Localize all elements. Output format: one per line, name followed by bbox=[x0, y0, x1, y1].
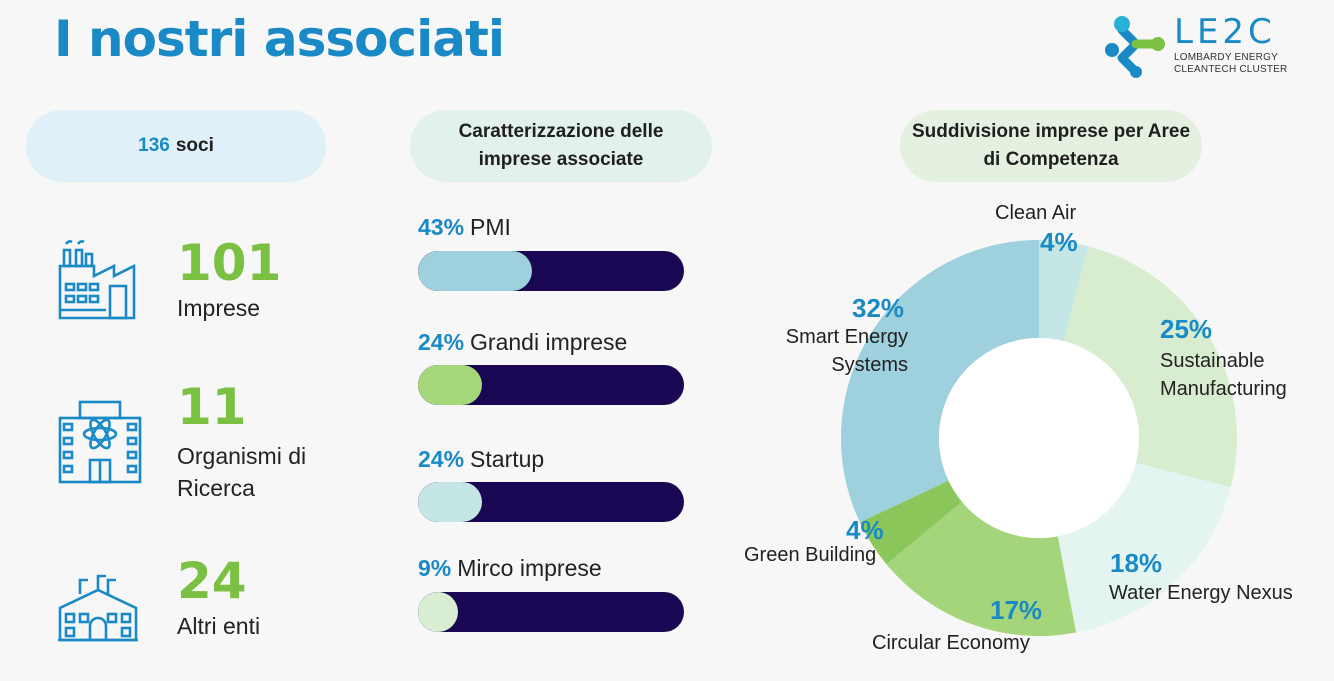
bar-track-micro bbox=[418, 592, 684, 632]
bar-track-startup bbox=[418, 482, 684, 522]
bar-category: Mirco imprese bbox=[457, 555, 602, 581]
bar-fill-grandi bbox=[418, 365, 482, 405]
institution-icon bbox=[58, 574, 138, 642]
soci-count: 136 bbox=[138, 135, 170, 156]
slice-name-sustainable: Sustainable Manufacturing bbox=[1160, 350, 1287, 400]
slice-name-circular: Circular Economy bbox=[872, 632, 1030, 654]
bar-pct: 24% bbox=[418, 446, 465, 472]
factory-icon bbox=[58, 240, 136, 320]
bar-track-grandi bbox=[418, 365, 684, 405]
bar-pct: 9% bbox=[418, 555, 452, 581]
soci-pill: 136 soci bbox=[26, 110, 326, 182]
logo-wordmark: LE2C bbox=[1174, 12, 1276, 52]
bar-label-grandi: 24% Grandi imprese bbox=[418, 329, 627, 356]
bar-category: Grandi imprese bbox=[470, 329, 628, 355]
slice-pct-clean-air: 4% bbox=[1040, 227, 1078, 257]
slice-pct-green-building: 4% bbox=[846, 515, 884, 545]
stat-ricerca-label: Organismi di Ricerca bbox=[177, 443, 307, 501]
stat-imprese-label: Imprese bbox=[177, 295, 261, 321]
slice-name-smart-energy: Smart Energy Systems bbox=[785, 326, 908, 376]
bar-label-startup: 24% Startup bbox=[418, 446, 544, 473]
donut-slice-smart-energy-systems bbox=[840, 240, 1039, 523]
suddivisione-pill: Suddivisione imprese per Aree di Compete… bbox=[900, 110, 1202, 182]
bar-label-pmi: 43% PMI bbox=[418, 214, 511, 241]
soci-label: soci bbox=[175, 135, 214, 156]
bar-pct: 24% bbox=[418, 329, 465, 355]
slice-name-green-building: Green Building bbox=[744, 544, 877, 566]
stat-altri-label: Altri enti bbox=[177, 613, 261, 639]
page-title: I nostri associati bbox=[54, 10, 505, 68]
bar-pct: 43% bbox=[418, 214, 465, 240]
bar-category: PMI bbox=[470, 214, 511, 240]
caratterizzazione-pill: Caratterizzazione delle imprese associat… bbox=[410, 110, 712, 182]
bar-track-pmi bbox=[418, 251, 684, 291]
donut-slice-circular-economy bbox=[886, 501, 1077, 636]
bar-fill-startup bbox=[418, 482, 482, 522]
research-building-icon bbox=[58, 400, 142, 484]
suddivisione-title: Suddivisione imprese per Aree di Compete… bbox=[911, 121, 1191, 170]
molecule-logo-icon bbox=[1105, 16, 1165, 78]
caratterizzazione-title: Caratterizzazione delle imprese associat… bbox=[458, 121, 664, 170]
bar-fill-micro bbox=[418, 592, 458, 632]
le2c-logo: LE2C LOMBARDY ENERGY CLEANTECH CLUSTER bbox=[1104, 12, 1304, 82]
slice-pct-circular: 17% bbox=[990, 595, 1043, 625]
stat-ricerca-value: 11 bbox=[177, 378, 247, 436]
stat-imprese-value: 101 bbox=[177, 234, 282, 292]
logo-subtitle-line2: CLEANTECH CLUSTER bbox=[1174, 64, 1288, 75]
stat-altri-value: 24 bbox=[177, 552, 247, 610]
bar-fill-pmi bbox=[418, 251, 533, 291]
slice-pct-water: 18% bbox=[1110, 548, 1163, 578]
slice-pct-sustainable: 25% bbox=[1160, 314, 1213, 344]
slice-name-clean-air: Clean Air bbox=[995, 202, 1077, 224]
donut-hole bbox=[939, 338, 1139, 538]
bar-category: Startup bbox=[470, 446, 545, 472]
slice-pct-smart-energy: 32% bbox=[852, 293, 905, 323]
slice-name-water: Water Energy Nexus bbox=[1109, 582, 1293, 604]
logo-subtitle-line1: LOMBARDY ENERGY bbox=[1174, 52, 1278, 63]
bar-label-micro: 9% Mirco imprese bbox=[418, 555, 602, 582]
